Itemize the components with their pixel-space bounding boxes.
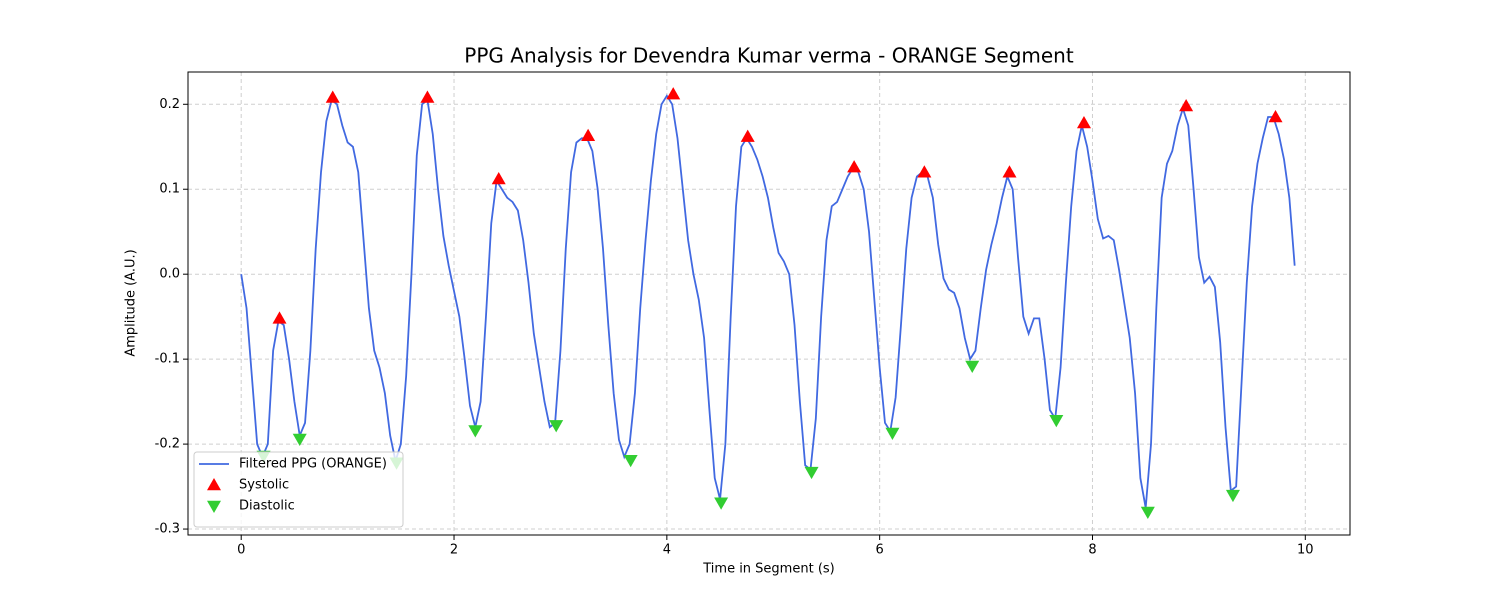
y-tick-label: -0.2 — [155, 437, 180, 452]
marker — [714, 497, 729, 510]
y-tick-label: 0.1 — [159, 182, 180, 197]
y-tick-label: 0.0 — [159, 267, 180, 282]
marker — [1140, 506, 1155, 520]
y-tick-label: -0.3 — [155, 522, 180, 537]
x-axis-label: Time in Segment (s) — [702, 562, 834, 577]
marker — [885, 427, 900, 441]
marker — [468, 425, 483, 438]
marker — [847, 160, 862, 173]
marker — [965, 360, 980, 373]
x-tick-label: 8 — [1088, 543, 1096, 558]
x-tick-label: 0 — [237, 543, 245, 558]
marker — [420, 90, 435, 103]
marker — [1076, 115, 1091, 129]
y-tick-label: -0.1 — [155, 352, 180, 367]
y-tick-label: 0.2 — [159, 97, 180, 112]
legend-box — [193, 451, 404, 528]
marker — [917, 165, 932, 178]
marker — [491, 172, 506, 185]
data-line — [240, 94, 1296, 508]
legend-swatch — [207, 500, 221, 513]
marker — [272, 311, 287, 324]
marker — [581, 128, 596, 141]
marker — [549, 420, 564, 433]
marker — [1002, 165, 1017, 178]
chart-title: PPG Analysis for Devendra Kumar verma - … — [464, 44, 1074, 68]
y-axis-label: Amplitude (A.U.) — [124, 249, 139, 356]
marker — [292, 433, 307, 447]
marker — [1268, 110, 1283, 123]
x-tick-label: 2 — [450, 543, 458, 558]
marker — [623, 454, 638, 468]
axes-frame — [187, 71, 1351, 536]
marker — [1049, 415, 1064, 428]
x-tick-label: 4 — [663, 543, 671, 558]
marker — [804, 466, 819, 480]
legend-label: Diastolic — [239, 499, 295, 514]
marker — [1225, 489, 1240, 503]
marker — [666, 87, 681, 100]
x-tick-label: 10 — [1297, 543, 1314, 558]
x-tick-label: 6 — [876, 543, 884, 558]
marker — [1179, 98, 1194, 112]
marker — [740, 129, 755, 142]
legend-label: Filtered PPG (ORANGE) — [239, 457, 387, 472]
legend-label: Systolic — [239, 478, 289, 493]
marker — [325, 90, 340, 103]
legend-swatch — [207, 478, 221, 491]
